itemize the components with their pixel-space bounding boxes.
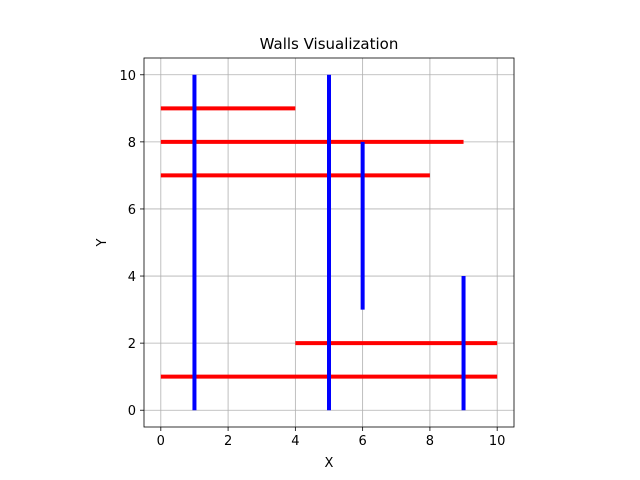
y-tick-label: 2 xyxy=(128,337,136,352)
walls xyxy=(160,74,498,411)
y-tick-label: 10 xyxy=(119,69,136,84)
x-tick-label: 2 xyxy=(224,434,232,449)
x-axis-label: X xyxy=(325,456,334,471)
x-tick-label: 6 xyxy=(358,434,366,449)
y-axis-label: Y xyxy=(95,238,110,247)
y-tick-label: 0 xyxy=(128,404,136,419)
y-tick-label: 8 xyxy=(128,136,136,151)
x-tick-label: 0 xyxy=(157,434,165,449)
x-tick-label: 8 xyxy=(426,434,434,449)
y-tick-label: 4 xyxy=(128,270,136,285)
plot-frame xyxy=(143,57,515,428)
y-tick-label: 6 xyxy=(128,203,136,218)
x-tick-label: 10 xyxy=(489,434,506,449)
axis-ticks: 0 2 4 6 8 10 0 2 4 6 8 10 xyxy=(119,69,505,449)
x-tick-label: 4 xyxy=(291,434,299,449)
chart-title: Walls Visualization xyxy=(260,35,399,53)
